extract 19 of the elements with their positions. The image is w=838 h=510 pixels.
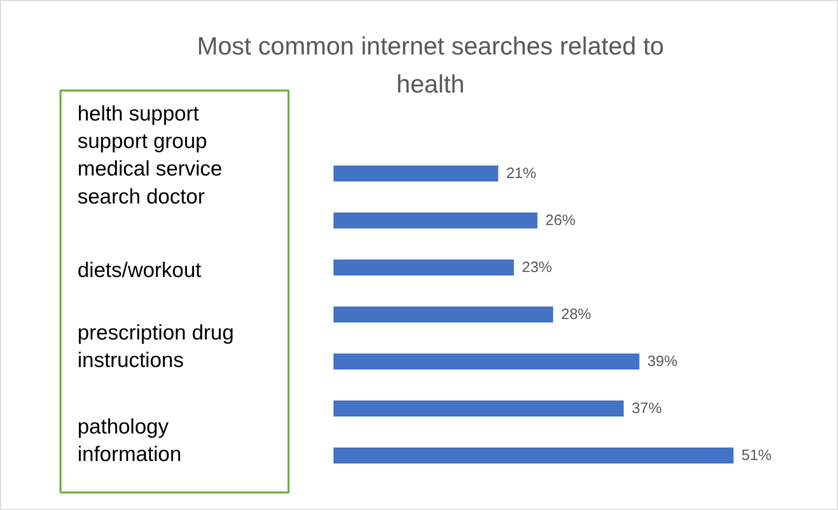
chart-title: Most common internet searches related to health [197, 32, 664, 98]
data-label: 51% [742, 447, 772, 464]
bar [334, 448, 734, 464]
bar [334, 306, 554, 322]
bar [334, 166, 498, 182]
text: pathology information [78, 416, 182, 466]
text: diets/workout [78, 259, 202, 282]
data-label: 23% [522, 259, 552, 276]
data-label: 39% [647, 353, 678, 370]
bar [334, 212, 538, 228]
data-label: 37% [632, 400, 662, 417]
text: prescription drug instructions [78, 322, 234, 372]
data-label: 21% [506, 165, 536, 182]
text: helth support support group medical service search doctor [78, 102, 222, 208]
bar [334, 400, 624, 416]
bar [334, 260, 514, 276]
data-label: 28% [561, 306, 592, 323]
data-label: 26% [545, 212, 576, 229]
bar [334, 354, 640, 370]
